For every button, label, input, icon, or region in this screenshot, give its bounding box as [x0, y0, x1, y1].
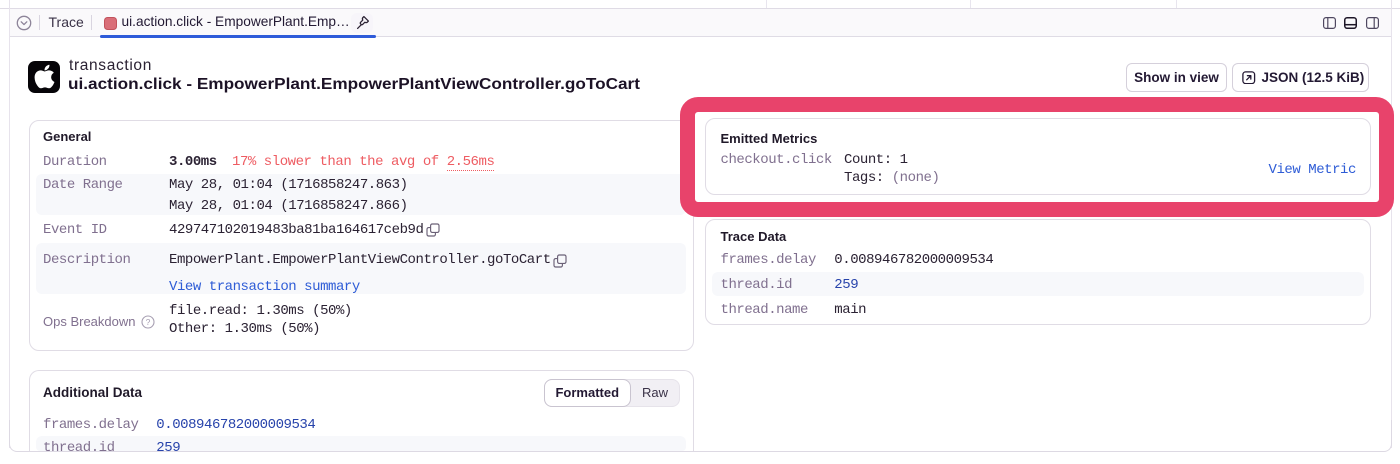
svg-text:?: ?	[146, 317, 151, 327]
